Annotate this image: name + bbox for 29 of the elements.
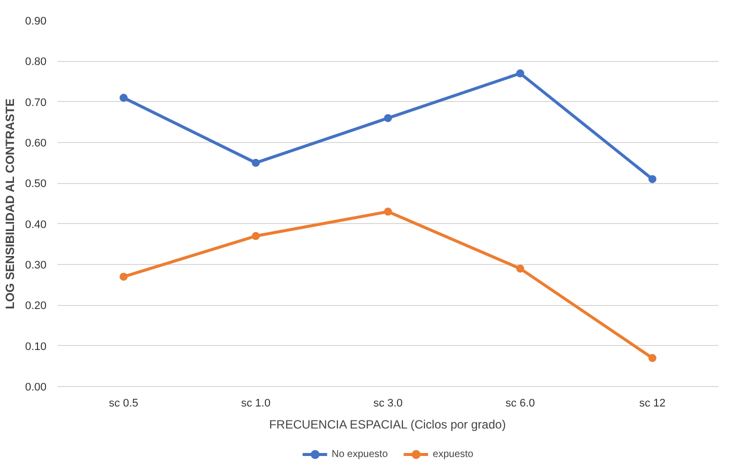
point (120, 272, 128, 281)
y-tick-label: 0.40 (25, 218, 47, 231)
point (516, 264, 524, 273)
point (648, 354, 656, 362)
y-tick-label: 0.30 (25, 260, 47, 272)
x-tick-label: sc 6.0 (506, 398, 535, 410)
point (384, 208, 392, 216)
point (252, 232, 260, 240)
y-tick-label: 0.20 (25, 300, 47, 312)
legend-label: expuesto (432, 448, 474, 460)
y-tick-label: 0.90 (25, 16, 47, 28)
x-tick-label: sc 3.0 (373, 398, 403, 410)
point (648, 175, 656, 184)
y-tick-label: 0.10 (25, 340, 47, 353)
x-tick-label: sc 0.5 (108, 398, 138, 410)
y-tick-label: 0.70 (25, 96, 47, 109)
y-tick-label: 0.60 (25, 138, 47, 150)
y-tick-label: 0.50 (25, 178, 47, 190)
x-axis-title: FRECUENCIA ESPACIAL (Ciclos por grado) (269, 418, 506, 432)
point (252, 158, 260, 167)
x-tick-label: sc 12 (639, 398, 666, 410)
legend-label: No expuesto (332, 448, 388, 460)
y-axis-title: LOG SENSIBILIDAD AL CONTRASTE (3, 98, 18, 310)
point (516, 69, 524, 78)
y-tick-label: 0.80 (25, 56, 47, 68)
point (384, 114, 392, 122)
point (120, 94, 128, 102)
y-tick-label: 0.00 (25, 382, 47, 394)
x-tick-label: sc 1.0 (241, 398, 270, 410)
